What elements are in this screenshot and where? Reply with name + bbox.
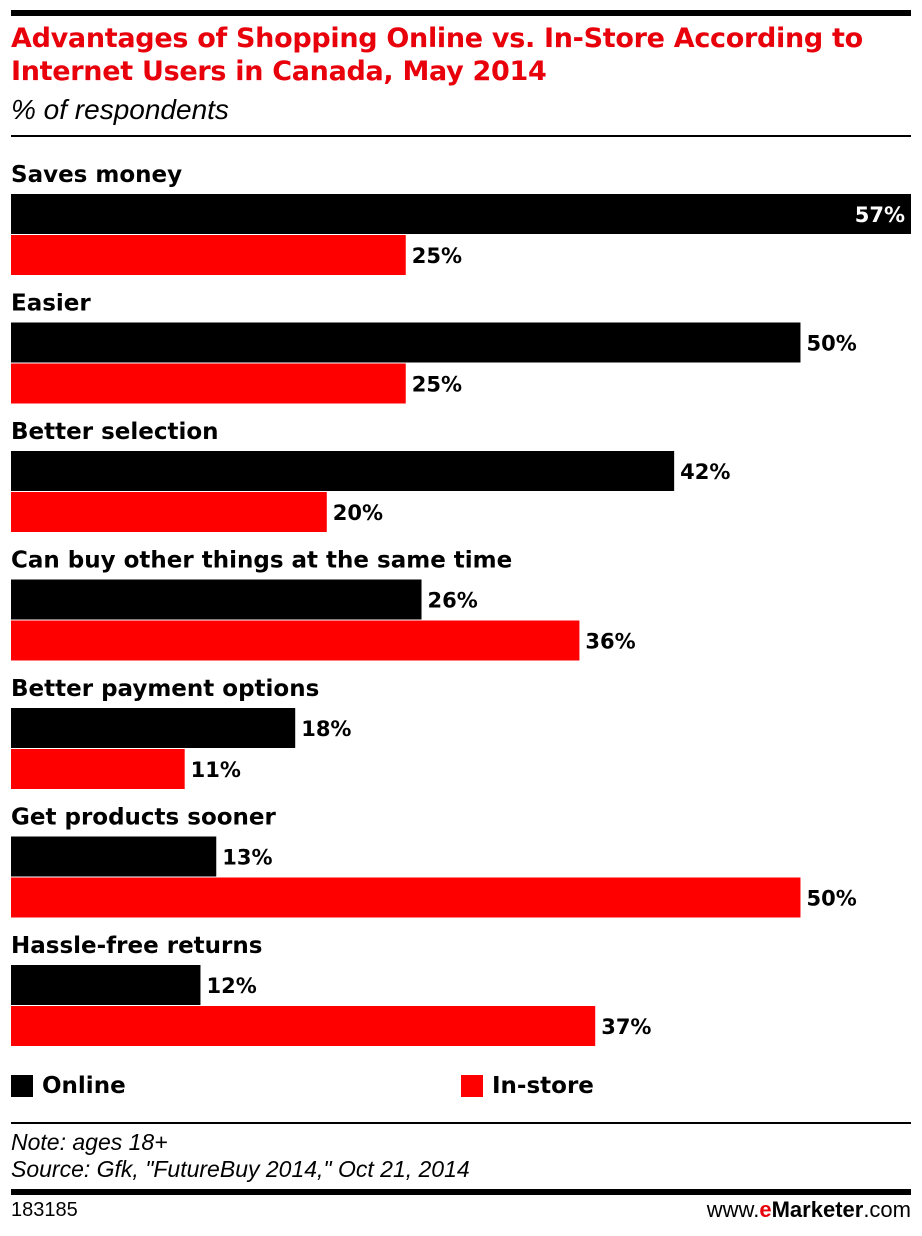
category-label-better-payment-options: Better payment options bbox=[11, 676, 319, 702]
legend-swatch-online bbox=[11, 1075, 33, 1097]
legend-item-instore: In-store bbox=[461, 1073, 594, 1099]
value-label-online-better-payment-options: 18% bbox=[301, 717, 351, 741]
footer-rule bbox=[11, 1189, 911, 1195]
legend-swatch-instore bbox=[461, 1075, 483, 1097]
legend-label-online: Online bbox=[42, 1073, 126, 1099]
bar-in-store-better-payment-options bbox=[11, 749, 185, 789]
category-label-easier: Easier bbox=[11, 291, 91, 317]
bar-online-better-payment-options bbox=[11, 708, 296, 748]
value-label-online-can-buy-other-things-at-the-same-time: 26% bbox=[428, 589, 478, 613]
chart-legend: Online In-store bbox=[0, 1073, 922, 1103]
value-label-online-easier: 50% bbox=[806, 332, 856, 356]
bar-in-store-hassle-free-returns bbox=[11, 1006, 596, 1046]
value-label-online-better-selection: 42% bbox=[680, 460, 730, 484]
chart-source: Source: Gfk, "FutureBuy 2014," Oct 21, 2… bbox=[11, 1156, 470, 1182]
site-suffix: .com bbox=[863, 1197, 911, 1222]
bar-online-hassle-free-returns bbox=[11, 965, 201, 1005]
note-divider bbox=[11, 1122, 911, 1124]
chart-id: 183185 bbox=[11, 1199, 78, 1221]
legend-label-instore: In-store bbox=[492, 1073, 594, 1099]
value-label-online-hassle-free-returns: 12% bbox=[206, 974, 256, 998]
top-rule bbox=[11, 10, 911, 16]
value-label-in-store-can-buy-other-things-at-the-same-time: 36% bbox=[585, 630, 635, 654]
category-label-saves-money: Saves money bbox=[11, 162, 182, 188]
chart-subtitle: % of respondents bbox=[11, 94, 229, 125]
bar-online-get-products-sooner bbox=[11, 836, 217, 877]
value-label-in-store-better-payment-options: 11% bbox=[191, 758, 241, 782]
brand-logo-text: Marketer bbox=[771, 1197, 864, 1222]
value-label-in-store-easier: 25% bbox=[412, 373, 462, 397]
bar-in-store-get-products-sooner bbox=[11, 877, 801, 918]
value-label-online-saves-money: 57% bbox=[855, 203, 905, 227]
bar-in-store-easier bbox=[11, 363, 406, 404]
header-divider bbox=[11, 135, 911, 137]
site-prefix: www. bbox=[706, 1197, 760, 1222]
category-label-better-selection: Better selection bbox=[11, 419, 219, 445]
chart-title: Advantages of Shopping Online vs. In-Sto… bbox=[11, 23, 863, 87]
value-label-online-get-products-sooner: 13% bbox=[222, 846, 272, 870]
category-label-can-buy-other-things-at-the-same-time: Can buy other things at the same time bbox=[11, 548, 512, 574]
category-label-get-products-sooner: Get products sooner bbox=[11, 805, 277, 831]
value-label-in-store-get-products-sooner: 50% bbox=[806, 887, 856, 911]
chart-note: Note: ages 18+ bbox=[11, 1129, 168, 1155]
bar-online-can-buy-other-things-at-the-same-time bbox=[11, 579, 422, 620]
bar-in-store-can-buy-other-things-at-the-same-time bbox=[11, 620, 580, 661]
legend-item-online: Online bbox=[11, 1073, 126, 1099]
category-label-hassle-free-returns: Hassle-free returns bbox=[11, 933, 262, 959]
brand-logo-e: e bbox=[759, 1197, 772, 1222]
value-label-in-store-better-selection: 20% bbox=[333, 501, 383, 525]
bar-chart: Saves money 57% 25% Easier 50% 25% Better sele… bbox=[11, 162, 911, 1046]
bar-online-saves-money bbox=[11, 194, 911, 234]
value-label-in-store-hassle-free-returns: 37% bbox=[601, 1015, 651, 1039]
bar-in-store-better-selection bbox=[11, 492, 327, 532]
bar-online-easier bbox=[11, 322, 801, 363]
site-url[interactable]: www.eMarketer.com bbox=[707, 1197, 911, 1223]
value-label-in-store-saves-money: 25% bbox=[412, 244, 462, 268]
bar-in-store-saves-money bbox=[11, 235, 406, 275]
bar-online-better-selection bbox=[11, 451, 675, 491]
